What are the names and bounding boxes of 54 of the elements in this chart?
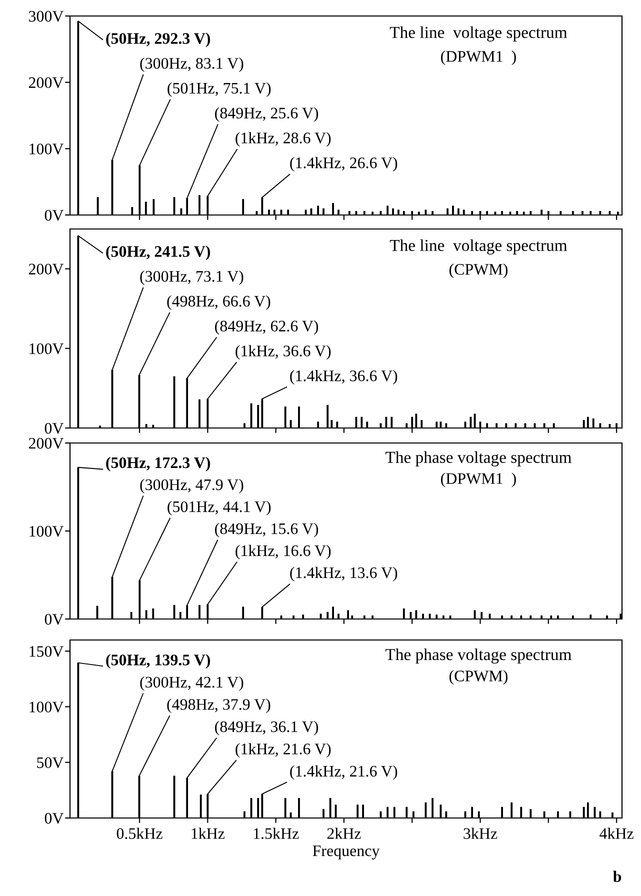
- y-tick-label: 200V: [28, 264, 64, 275]
- chart-title: The phase voltage spectrum: [386, 648, 572, 664]
- x-axis-title: Frequency: [312, 846, 380, 860]
- annotation: (1kHz, 36.6 V): [236, 345, 331, 360]
- y-tick-label: 50V: [37, 757, 64, 768]
- annotation: (1kHz, 21.6 V): [236, 743, 331, 758]
- y-tick-label: 300V: [29, 10, 64, 22]
- annotation: (300Hz, 47.9 V): [140, 478, 244, 494]
- text: (CPWM): [449, 264, 508, 278]
- y-tick-label: 150V: [30, 646, 64, 657]
- x-tick-label: 2kHz: [327, 828, 361, 839]
- y-tick-label: 100V: [30, 144, 64, 154]
- annotation: (498Hz, 37.9 V): [167, 698, 270, 714]
- y-tick-label: 0V: [44, 614, 64, 625]
- annotation: (849Hz, 36.1 V): [215, 720, 318, 736]
- x-tick-label: 1.5kHz: [254, 828, 299, 840]
- x-tick-label: 0.5kHz: [116, 828, 162, 840]
- y-tick-label: 100V: [30, 702, 64, 713]
- text: (CPWM): [449, 670, 508, 685]
- text: (DPWM1 ): [441, 472, 516, 488]
- annotation: (501Hz, 44.1 V): [168, 500, 271, 516]
- annotation: (50Hz, 292.3 V): [106, 32, 210, 48]
- text: The line voltage spectrum: [390, 239, 568, 254]
- x-tick-label: 3kHz: [464, 828, 498, 839]
- text: The line voltage spectrum: [390, 26, 568, 42]
- annotation: (849Hz, 62.6 V): [215, 320, 318, 335]
- annotation: (501Hz, 75.1 V): [168, 82, 271, 97]
- y-tick-label: 0V: [44, 422, 64, 434]
- y-tick-label: 0V: [44, 210, 64, 221]
- annotation: (1.4kHz, 13.6 V): [290, 566, 398, 582]
- text: b: [613, 870, 622, 882]
- annotation: (1.4kHz, 36.6 V): [290, 370, 398, 384]
- y-tick-label: 200V: [28, 77, 64, 88]
- annotation: (50Hz, 139.5 V): [106, 654, 210, 669]
- annotation: (300Hz, 83.1 V): [140, 58, 244, 72]
- y-tick-label: 100V: [30, 343, 64, 354]
- y-tick-label: 0V: [44, 812, 64, 824]
- annotation: (300Hz, 73.1 V): [140, 270, 244, 285]
- x-tick-label: 4kHz: [600, 828, 634, 839]
- annotation: (849Hz, 25.6 V): [215, 107, 318, 122]
- annotation: (50Hz, 241.5 V): [106, 246, 210, 260]
- annotation: (300Hz, 42.1 V): [140, 676, 244, 691]
- chart-title: The phase voltage spectrum: [386, 451, 572, 466]
- annotation: (498Hz, 66.6 V): [167, 295, 270, 310]
- y-tick-label: 100V: [30, 526, 64, 537]
- annotation: (1kHz, 28.6 V): [236, 132, 331, 147]
- annotation: (1.4kHz, 26.6 V): [290, 157, 398, 172]
- annotation: (849Hz, 15.6 V): [215, 522, 318, 538]
- annotation: (1.4kHz, 21.6 V): [290, 765, 398, 780]
- y-tick-label: 200V: [28, 438, 64, 449]
- annotation: (50Hz, 172.3 V): [106, 456, 210, 472]
- x-tick-label: 1kHz: [192, 828, 225, 839]
- annotation: (1kHz, 16.6 V): [236, 544, 331, 560]
- text: (DPWM1 ): [441, 50, 516, 66]
